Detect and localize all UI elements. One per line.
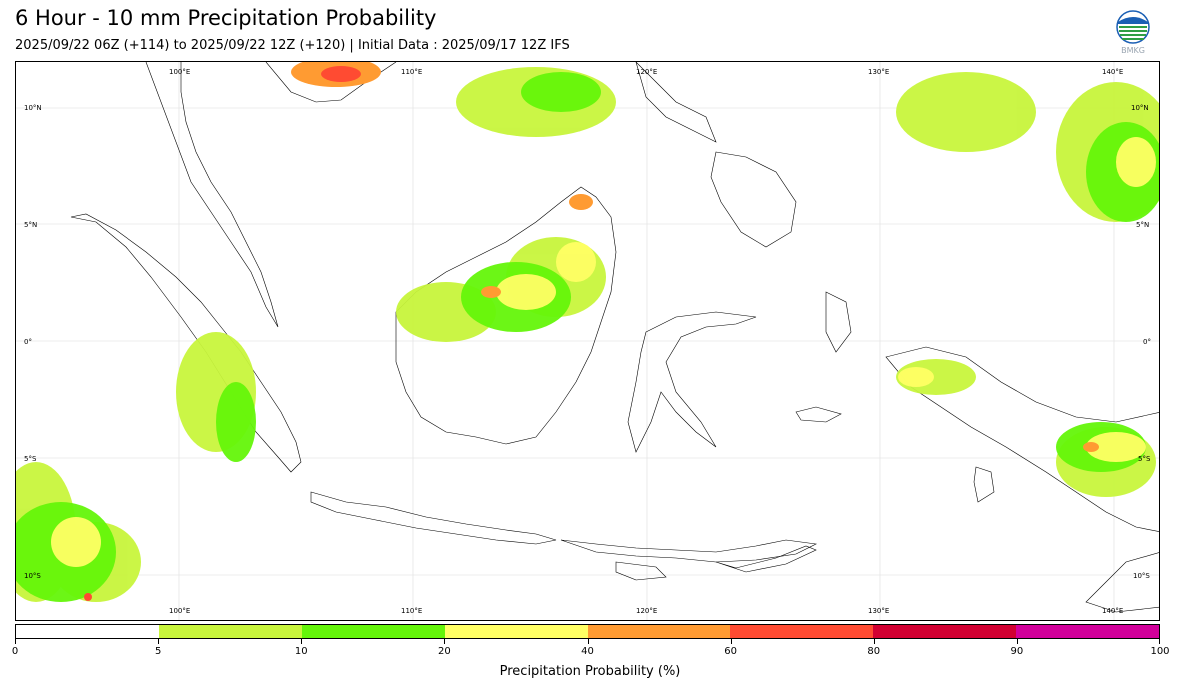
lon-label: 140°E bbox=[1102, 68, 1123, 76]
colorbar-tick bbox=[444, 639, 446, 644]
lat-label: 10°S bbox=[1133, 572, 1150, 580]
colorbar-segment bbox=[158, 625, 302, 638]
colorbar-tick-label: 10 bbox=[294, 646, 308, 657]
lon-label: 130°E bbox=[868, 68, 889, 76]
precip-regions bbox=[16, 62, 1159, 602]
lat-labels-left: 10°N 5°N 0° 5°S 10°S bbox=[24, 104, 42, 580]
lat-label: 0° bbox=[1143, 338, 1151, 346]
map-svg: 100°E 110°E 120°E 130°E 140°E 100°E 110°… bbox=[16, 62, 1159, 620]
colorbar-tick bbox=[158, 639, 160, 644]
map-title: 6 Hour - 10 mm Precipitation Probability bbox=[15, 6, 437, 30]
colorbar-tick-label: 60 bbox=[724, 646, 737, 657]
lon-label: 100°E bbox=[169, 68, 190, 76]
lat-label: 10°N bbox=[24, 104, 42, 112]
colorbar-segment bbox=[16, 625, 159, 638]
colorbar-tick bbox=[587, 639, 589, 644]
colorbar-segment bbox=[301, 625, 445, 638]
lon-label: 100°E bbox=[169, 607, 190, 615]
lat-label: 10°N bbox=[1131, 104, 1149, 112]
colorbar-tick bbox=[730, 639, 732, 644]
colorbar-segment bbox=[1016, 625, 1159, 638]
colorbar-segment bbox=[730, 625, 874, 638]
colorbar-title: Precipitation Probability (%) bbox=[499, 664, 681, 679]
lat-label: 5°N bbox=[24, 221, 37, 229]
colorbar-tick-label: 100 bbox=[1150, 646, 1170, 657]
colorbar-tick-label: 80 bbox=[867, 646, 881, 657]
colorbar-tick-label: 40 bbox=[581, 646, 594, 657]
lat-labels-right: 10°N 5°N 0° 5°S 10°S bbox=[1131, 104, 1151, 580]
lat-label: 0° bbox=[24, 338, 32, 346]
colorbar-segment bbox=[587, 625, 731, 638]
colorbar-tick bbox=[301, 639, 303, 644]
colorbar bbox=[15, 624, 1160, 639]
lon-label: 110°E bbox=[401, 68, 422, 76]
coastlines bbox=[70, 62, 1159, 613]
lon-label: 130°E bbox=[868, 607, 889, 615]
colorbar-tick bbox=[15, 639, 16, 644]
lon-label: 120°E bbox=[636, 68, 657, 76]
colorbar-tick bbox=[1159, 639, 1160, 644]
map-subtitle: 2025/09/22 06Z (+114) to 2025/09/22 12Z … bbox=[15, 38, 570, 53]
bmkg-logo: BMKG bbox=[1116, 10, 1150, 55]
lon-labels-top: 100°E 110°E 120°E 130°E 140°E bbox=[169, 68, 1123, 76]
precipitation-map: 100°E 110°E 120°E 130°E 140°E 100°E 110°… bbox=[15, 61, 1160, 621]
lat-label: 10°S bbox=[24, 572, 41, 580]
lat-label: 5°S bbox=[1138, 455, 1151, 463]
colorbar-tick-label: 5 bbox=[154, 646, 162, 657]
lon-label: 110°E bbox=[401, 607, 422, 615]
colorbar-segment bbox=[444, 625, 588, 638]
colorbar-tick-label: 20 bbox=[438, 646, 451, 657]
lon-labels-bottom: 100°E 110°E 120°E 130°E 140°E bbox=[169, 607, 1123, 615]
lat-label: 5°N bbox=[1136, 221, 1149, 229]
logo-text: BMKG bbox=[1121, 46, 1145, 55]
colorbar-tick-label: 0 bbox=[11, 646, 19, 657]
colorbar-segment bbox=[873, 625, 1017, 638]
lat-label: 5°S bbox=[24, 455, 37, 463]
lon-label: 120°E bbox=[636, 607, 657, 615]
colorbar-tick bbox=[873, 639, 875, 644]
colorbar-tick-label: 90 bbox=[1010, 646, 1024, 657]
colorbar-tick bbox=[1016, 639, 1018, 644]
lon-label: 140°E bbox=[1102, 607, 1123, 615]
